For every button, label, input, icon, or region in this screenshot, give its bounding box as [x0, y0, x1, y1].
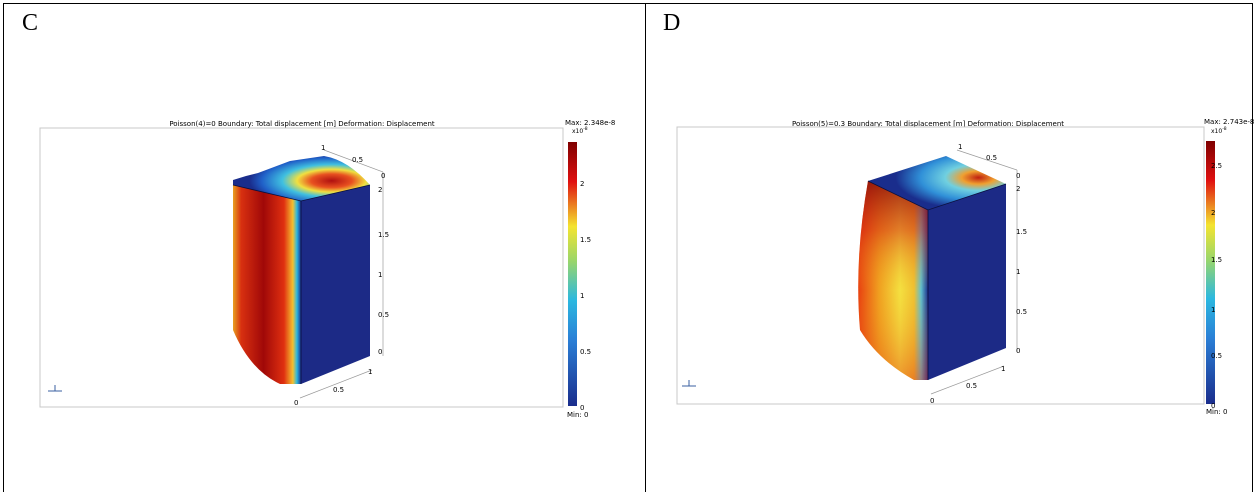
colorbar-tick: 1 — [580, 292, 584, 300]
panel-d-plot: Poisson(5)=0.3 Boundary: Total displacem… — [676, 118, 1254, 416]
axis-tick: 0 — [930, 397, 934, 405]
axis-tick: 0 — [378, 348, 382, 356]
panel-d-letter: D — [663, 10, 681, 36]
panel-c-plot: Poisson(4)=0 Boundary: Total displacemen… — [39, 119, 615, 419]
deformed-box — [232, 156, 371, 384]
axis-tick: 1 — [958, 143, 962, 151]
colorbar-tick: 2 — [1211, 209, 1215, 217]
max-label: Max: 2.743e-8 — [1204, 118, 1254, 126]
axes-triad-icon — [682, 380, 696, 387]
colorbar-tick: 2 — [580, 180, 584, 188]
top-axis-labels: 1 0.5 0 — [958, 143, 1020, 180]
vertical-axis-labels: 0 0.5 1 1.5 2 — [1016, 185, 1027, 355]
colorbar-tick: 1.5 — [1211, 256, 1222, 264]
axes-triad-icon — [48, 385, 62, 392]
deformed-box — [858, 156, 1007, 380]
bottom-axis-labels: 0 0.5 1 — [294, 368, 372, 407]
axis-tick: 1.5 — [1016, 228, 1027, 236]
panel-divider — [645, 3, 646, 492]
axis-tick: 2 — [378, 186, 382, 194]
axis-tick: 1 — [368, 368, 372, 376]
panel-c-letter: C — [22, 10, 39, 36]
axes-lines — [930, 149, 1018, 395]
axis-tick: 1 — [378, 271, 382, 279]
box-top-face — [233, 156, 370, 201]
vertical-axis-labels: 0 0.5 1 1.5 2 — [378, 186, 389, 356]
axis-tick: 0 — [1016, 347, 1020, 355]
box-side-face — [928, 184, 1006, 380]
axis-tick: 1 — [1016, 268, 1020, 276]
top-axis-labels: 1 0.5 0 — [321, 144, 385, 180]
plot-title: Poisson(4)=0 Boundary: Total displacemen… — [169, 120, 435, 128]
min-label: Min: 0 — [567, 411, 588, 419]
axis-tick: 1 — [321, 144, 325, 152]
colorbar-tick: 0 — [580, 404, 584, 412]
axis-tick: 1.5 — [378, 231, 389, 239]
axis-tick: 0.5 — [378, 311, 389, 319]
axis-tick: 0.5 — [986, 154, 997, 162]
figure-frame — [3, 3, 1253, 492]
axis-tick: 2 — [1016, 185, 1020, 193]
axis-tick: 1 — [1001, 365, 1005, 373]
colorbar — [1206, 141, 1215, 404]
axis-tick: 0.5 — [966, 382, 977, 390]
max-label: Max: 2.348e-8 — [565, 119, 615, 127]
axis-tick: 0.5 — [1016, 308, 1027, 316]
plot-title: Poisson(5)=0.3 Boundary: Total displacem… — [792, 120, 1064, 128]
exponent-label: x10-8 — [572, 126, 588, 135]
colorbar-tick: 1 — [1211, 306, 1215, 314]
colorbar-tick: 1.5 — [580, 236, 591, 244]
colorbar-tick: 0 — [1211, 402, 1215, 410]
axis-tick: 0 — [1016, 172, 1020, 180]
axis-tick: 0 — [294, 399, 298, 407]
colorbar-tick: 0.5 — [580, 348, 591, 356]
colorbar-tick-labels: 0 0.5 1 1.5 2 — [580, 180, 591, 412]
axis-tick: 0.5 — [333, 386, 344, 394]
colorbar-tick-labels: 0 0.5 1 1.5 2 2.5 — [1211, 162, 1222, 410]
exponent-label: x10-8 — [1211, 126, 1227, 135]
min-label: Min: 0 — [1206, 408, 1227, 416]
box-front-face — [233, 185, 301, 384]
colorbar-tick: 0.5 — [1211, 352, 1222, 360]
box-side-face — [301, 185, 370, 384]
bottom-axis-labels: 0 0.5 1 — [930, 365, 1005, 405]
axis-tick: 0 — [381, 172, 385, 180]
colorbar-tick: 2.5 — [1211, 162, 1222, 170]
colorbar — [568, 142, 577, 406]
axes-lines — [299, 149, 384, 399]
axis-tick: 0.5 — [352, 156, 363, 164]
box-top-face — [868, 156, 1006, 210]
